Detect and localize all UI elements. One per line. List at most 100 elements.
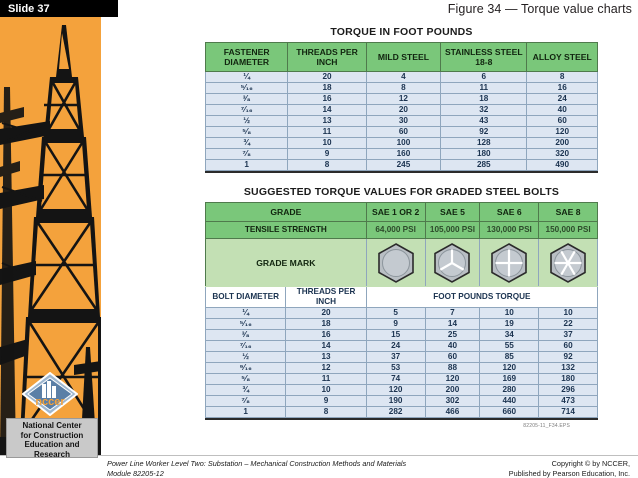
table1-col-threads-per-inch: THREADS PER INCH — [287, 42, 367, 72]
cell-value: 10 — [479, 307, 540, 319]
table1-col-stainless-steel: STAINLESS STEEL 18-8 — [440, 42, 528, 72]
cell-value: 200 — [424, 384, 481, 396]
table-row: ¾ 10 100 128 200 — [204, 137, 598, 149]
cell-value: 22 — [538, 318, 598, 330]
copyright-line-2: Published by Pearson Education, Inc. — [508, 468, 630, 478]
cell-value: 37 — [538, 329, 598, 341]
cell-value: 92 — [538, 351, 598, 363]
cell-value: 285 — [440, 159, 528, 171]
cell-value: 282 — [365, 406, 426, 418]
cell-diameter: ¼ — [204, 307, 287, 319]
table2-tensile-sae-5: 105,000 PSI — [424, 221, 481, 239]
table2-body: ¼ 20 5 7 10 10 ⁵⁄₁₆ 18 9 14 19 22 ³⁄₈ 16 15 25 34 37 ⁷⁄₁₆ 1… — [204, 307, 598, 418]
table2-col-foot-pounds-torque: FOOT POUNDS TORQUE — [365, 286, 599, 308]
cell-value: 6 — [440, 71, 528, 83]
cell-value: 16 — [526, 82, 598, 94]
cell-value: 60 — [526, 115, 598, 127]
cell-value: 18 — [440, 93, 528, 105]
nccer-org-name: National Center for Construction Educati… — [6, 418, 98, 459]
footer-course-info: Power Line Worker Level Two: Substation … — [107, 459, 406, 478]
transmission-tower-illustration — [0, 17, 101, 455]
cell-value: 16 — [285, 329, 367, 341]
table1-col-fastener-diameter: FASTENER DIAMETER — [204, 42, 289, 72]
cell-value: 30 — [365, 115, 442, 127]
cell-value: 15 — [365, 329, 426, 341]
nccer-branding: nccer National Center for Construction E… — [0, 370, 101, 459]
table-row: ¼ 20 5 7 10 10 — [204, 307, 598, 319]
table2-tensile-label: TENSILE STRENGTH — [205, 221, 367, 239]
grade-mark-cell-2 — [479, 238, 540, 287]
cell-diameter: ¼ — [204, 71, 289, 83]
cell-value: 19 — [479, 318, 540, 330]
cell-value: 43 — [440, 115, 528, 127]
table-row: ½ 13 37 60 85 92 — [204, 351, 598, 363]
table1-col-alloy-steel: ALLOY STEEL — [526, 42, 598, 72]
table2-grade-sae-5: SAE 5 — [424, 202, 481, 222]
cell-value: 20 — [365, 104, 442, 116]
cell-diameter: ⁷⁄₈ — [204, 148, 289, 160]
cell-value: 55 — [479, 340, 540, 352]
cell-value: 9 — [365, 318, 426, 330]
cell-diameter: ⁵⁄₈ — [204, 126, 289, 138]
graded-steel-bolts-table: GRADE SAE 1 OR 2 SAE 5 SAE 6 SAE 8 TENSI… — [204, 202, 599, 418]
cell-value: 14 — [424, 318, 481, 330]
table2-title: SUGGESTED TORQUE VALUES FOR GRADED STEEL… — [243, 186, 560, 198]
nccer-logo-icon: nccer — [22, 372, 78, 416]
cell-value: 8 — [285, 406, 367, 418]
cell-value: 20 — [285, 307, 367, 319]
org-line-2: for Construction — [20, 430, 84, 440]
grade-mark-cell-1 — [424, 238, 481, 287]
copyright-line-1: Copyright © by NCCER, — [551, 459, 630, 468]
cell-value: 120 — [365, 384, 426, 396]
cell-value: 16 — [287, 93, 367, 105]
cell-value: 180 — [440, 148, 528, 160]
cell-value: 34 — [479, 329, 540, 341]
cell-value: 40 — [424, 340, 481, 352]
cell-value: 88 — [424, 362, 481, 374]
table2-grade-mark-row: GRADE MARK — [205, 238, 598, 287]
table-row: 1 8 245 285 490 — [204, 159, 598, 171]
cell-value: 466 — [424, 406, 481, 418]
cell-value: 13 — [285, 351, 367, 363]
cell-value: 245 — [365, 159, 442, 171]
table-row: ⁵⁄₈ 11 60 92 120 — [204, 126, 598, 138]
cell-value: 660 — [479, 406, 540, 418]
table2-grade-mark-label: GRADE MARK — [205, 238, 367, 287]
table-row: ⁷⁄₁₆ 14 20 32 40 — [204, 104, 598, 116]
cell-value: 10 — [538, 307, 598, 319]
cell-value: 8 — [287, 159, 367, 171]
footer-course-title: Power Line Worker Level Two: Substation … — [107, 459, 407, 468]
cell-diameter: ⁵⁄₁₆ — [204, 318, 287, 330]
table2-col-threads-per-inch: THREADS PER INCH — [285, 286, 367, 308]
table2-tensile-sae-8: 150,000 PSI — [538, 221, 598, 239]
cell-value: 180 — [538, 373, 598, 385]
cell-value: 440 — [479, 395, 540, 407]
cell-diameter: ⁹⁄₁₆ — [204, 362, 287, 374]
org-line-3: Education and — [24, 440, 80, 450]
cell-value: 24 — [526, 93, 598, 105]
cell-value: 7 — [424, 307, 481, 319]
cell-diameter: ⁵⁄₁₆ — [204, 82, 289, 94]
cell-diameter: ½ — [204, 115, 289, 127]
grade-mark-cell-3 — [538, 238, 598, 287]
table2-col-bolt-diameter: BOLT DIAMETER — [204, 286, 287, 308]
cell-value: 12 — [365, 93, 442, 105]
table-row: ³⁄₈ 16 12 18 24 — [204, 93, 598, 105]
cell-value: 53 — [365, 362, 426, 374]
cell-value: 120 — [526, 126, 598, 138]
cell-value: 132 — [538, 362, 598, 374]
cell-value: 60 — [365, 126, 442, 138]
cell-value: 13 — [287, 115, 367, 127]
table1-body: ¼ 20 4 6 8 ⁵⁄₁₆ 18 8 11 16 ³⁄₈ 16 12 18 24 ⁷⁄₁₆ 14 20 32 40… — [204, 71, 598, 171]
cell-value: 24 — [365, 340, 426, 352]
cell-value: 32 — [440, 104, 528, 116]
table2-grade-row: GRADE SAE 1 OR 2 SAE 5 SAE 6 SAE 8 — [205, 202, 598, 222]
cell-value: 128 — [440, 137, 528, 149]
cell-value: 5 — [365, 307, 426, 319]
cell-value: 100 — [365, 137, 442, 149]
cell-value: 18 — [287, 82, 367, 94]
table2-subheader-row: BOLT DIAMETER THREADS PER INCH FOOT POUN… — [204, 286, 599, 308]
cell-value: 280 — [479, 384, 540, 396]
cell-value: 8 — [526, 71, 598, 83]
cell-value: 37 — [365, 351, 426, 363]
